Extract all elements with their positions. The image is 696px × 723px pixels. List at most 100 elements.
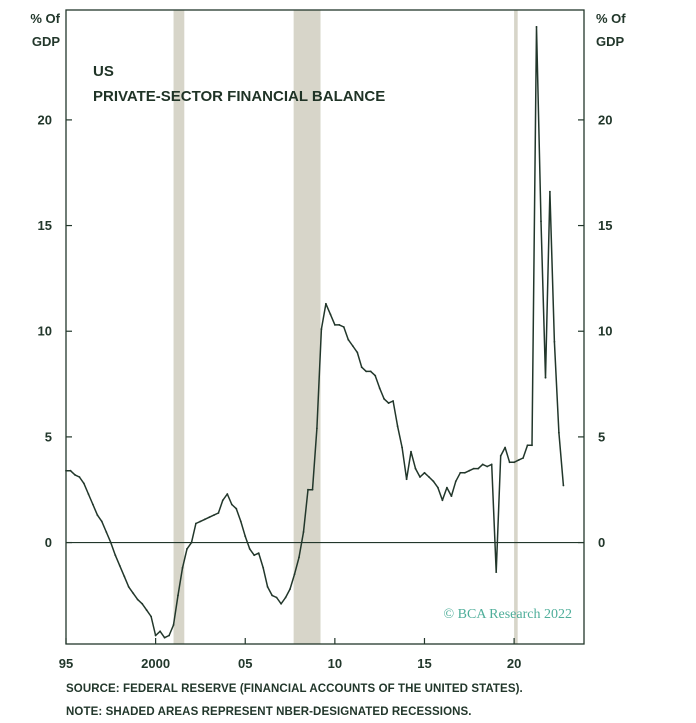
data-point [365, 370, 368, 373]
source-note: SOURCE: FEDERAL RESERVE (FINANCIAL ACCOU… [66, 683, 523, 695]
data-point [217, 512, 220, 514]
data-point [490, 463, 493, 466]
data-point [432, 480, 435, 483]
xtick-label-15: 15 [417, 656, 431, 671]
ytick-label-right-0: 0 [598, 535, 605, 550]
data-point [522, 457, 524, 459]
data-point [459, 471, 462, 474]
data-point [450, 495, 453, 497]
x-ticks: 95 2000 05 10 15 20 [59, 638, 521, 671]
ytick-label-right-10: 10 [598, 324, 612, 339]
data-point [342, 326, 345, 328]
data-point [401, 446, 403, 449]
data-point [154, 634, 157, 637]
data-point [499, 455, 502, 457]
data-point [127, 586, 130, 588]
data-point [177, 594, 179, 597]
data-point [195, 522, 197, 525]
data-point [472, 467, 475, 470]
data-point [513, 461, 515, 464]
data-point [351, 345, 354, 347]
data-point [289, 588, 291, 590]
data-point [293, 573, 296, 576]
data-point [486, 465, 489, 468]
data-point [239, 520, 242, 523]
data-point [454, 480, 457, 483]
data-point [266, 586, 269, 588]
plot-frame [65, 9, 585, 645]
data-point [392, 400, 394, 402]
ytick-label-left-15: 15 [38, 218, 52, 233]
data-point [360, 366, 363, 369]
data-point [540, 220, 542, 223]
data-point [181, 567, 184, 569]
data-point [562, 484, 565, 487]
data-point [230, 503, 233, 506]
data-point [132, 592, 135, 595]
data-point [535, 26, 538, 28]
data-point [150, 615, 153, 618]
data-point [69, 469, 72, 472]
data-point [495, 571, 498, 573]
data-point [136, 598, 139, 601]
data-point [100, 520, 103, 523]
xtick-label-05: 05 [238, 656, 252, 671]
data-point [468, 469, 471, 472]
data-point [275, 596, 278, 599]
data-point [481, 463, 484, 466]
data-point [347, 338, 350, 341]
data-point [123, 575, 126, 578]
data-point [410, 450, 412, 453]
data-point [298, 556, 300, 559]
data-point [419, 476, 421, 478]
data-point [168, 634, 171, 637]
data-point [320, 328, 323, 330]
data-point [558, 431, 560, 434]
xtick-label-95: 95 [59, 656, 73, 671]
data-point [378, 387, 381, 390]
ytick-label-left-10: 10 [38, 324, 52, 339]
data-point [316, 427, 318, 430]
data-point [446, 486, 448, 489]
data-point [226, 493, 229, 495]
data-point [159, 630, 162, 633]
data-point [204, 518, 206, 521]
data-point [208, 516, 211, 519]
data-point [114, 554, 117, 557]
ytick-label-right-15: 15 [598, 218, 612, 233]
data-point [374, 374, 377, 377]
recession-band-2 [514, 10, 518, 644]
xtick-label-20: 20 [507, 656, 521, 671]
data-point [508, 461, 511, 464]
left-axis-unit-line1: % Of [30, 11, 60, 26]
data-point [325, 302, 327, 305]
data-point [553, 340, 556, 343]
left-axis-unit-line2: GDP [32, 34, 61, 49]
data-point [387, 402, 390, 404]
data-point [190, 541, 193, 544]
data-point [87, 493, 90, 495]
recession-band-1 [293, 10, 321, 644]
chart-subtitle: PRIVATE-SECTOR FINANCIAL BALANCE [93, 88, 385, 105]
data-point [437, 486, 439, 489]
ytick-label-left-5: 5 [45, 429, 52, 444]
data-point [549, 190, 551, 193]
data-point [284, 596, 287, 599]
data-point [334, 324, 336, 326]
data-point [369, 370, 372, 373]
data-point [105, 531, 108, 533]
data-point [244, 535, 247, 538]
data-point [141, 602, 144, 605]
data-point [92, 503, 94, 506]
data-point [504, 446, 506, 449]
series-line-0 [66, 26, 565, 639]
data-point [526, 444, 529, 447]
data-point [414, 467, 417, 470]
data-point [544, 376, 547, 379]
data-point [531, 444, 533, 447]
data-point [74, 474, 76, 476]
ytick-label-left-0: 0 [45, 535, 52, 550]
data-point [145, 609, 148, 612]
data-point [96, 514, 99, 516]
